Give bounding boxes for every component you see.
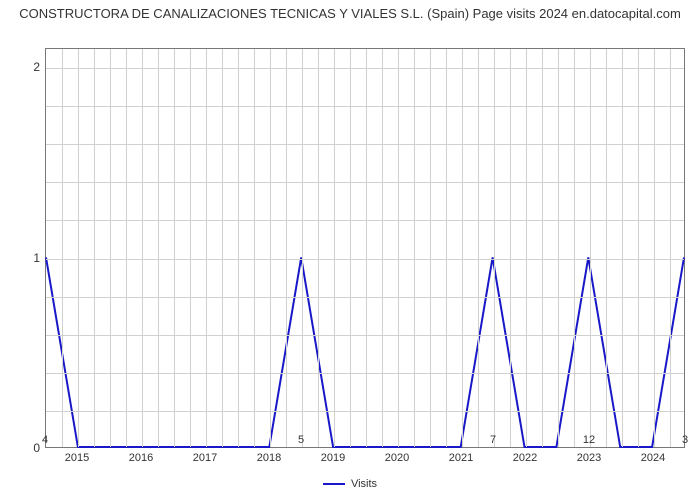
x-tick-label: 2018 [257, 452, 281, 464]
gridline-v [238, 49, 239, 447]
plot-area [45, 48, 685, 448]
legend: Visits [0, 478, 700, 490]
gridline-v [350, 49, 351, 447]
gridline-v [158, 49, 159, 447]
gridline-v [574, 49, 575, 447]
gridline-v [382, 49, 383, 447]
point-label: 12 [583, 434, 595, 446]
gridline-v [334, 49, 335, 447]
gridline-h [46, 220, 684, 221]
gridline-h [46, 106, 684, 107]
gridline-v [526, 49, 527, 447]
gridline-v [398, 49, 399, 447]
gridline-v [654, 49, 655, 447]
gridline-v [142, 49, 143, 447]
point-label: 7 [490, 434, 496, 446]
legend-label: Visits [351, 478, 377, 490]
gridline-h [46, 373, 684, 374]
gridline-v [478, 49, 479, 447]
gridline-v [494, 49, 495, 447]
gridline-v [126, 49, 127, 447]
x-tick-label: 2019 [321, 452, 345, 464]
y-tick-label: 2 [16, 60, 40, 74]
gridline-v [94, 49, 95, 447]
gridline-v [110, 49, 111, 447]
gridline-v [606, 49, 607, 447]
gridline-v [302, 49, 303, 447]
legend-swatch [323, 483, 345, 485]
gridline-v [430, 49, 431, 447]
gridline-v [318, 49, 319, 447]
gridline-h [46, 297, 684, 298]
gridline-h [46, 259, 684, 260]
chart-title: CONSTRUCTORA DE CANALIZACIONES TECNICAS … [0, 6, 700, 23]
gridline-v [670, 49, 671, 447]
point-label: 5 [298, 434, 304, 446]
gridline-v [270, 49, 271, 447]
gridline-v [542, 49, 543, 447]
gridline-v [78, 49, 79, 447]
gridline-v [254, 49, 255, 447]
gridline-h [46, 144, 684, 145]
gridline-v [366, 49, 367, 447]
y-tick-label: 0 [16, 441, 40, 455]
gridline-v [446, 49, 447, 447]
gridline-h [46, 411, 684, 412]
gridline-v [510, 49, 511, 447]
gridline-v [558, 49, 559, 447]
gridline-v [62, 49, 63, 447]
gridline-h [46, 335, 684, 336]
gridline-v [174, 49, 175, 447]
point-label: 3 [682, 434, 688, 446]
x-tick-label: 2016 [129, 452, 153, 464]
x-tick-label: 2021 [449, 452, 473, 464]
x-tick-label: 2024 [641, 452, 665, 464]
gridline-v [622, 49, 623, 447]
x-tick-label: 2020 [385, 452, 409, 464]
chart-container: CONSTRUCTORA DE CANALIZACIONES TECNICAS … [0, 0, 700, 500]
x-tick-label: 2017 [193, 452, 217, 464]
y-tick-label: 1 [16, 251, 40, 265]
gridline-v [190, 49, 191, 447]
gridline-v [414, 49, 415, 447]
gridline-v [590, 49, 591, 447]
gridline-v [462, 49, 463, 447]
gridline-h [46, 68, 684, 69]
point-label: 4 [42, 434, 48, 446]
gridline-h [46, 182, 684, 183]
gridline-v [222, 49, 223, 447]
x-tick-label: 2023 [577, 452, 601, 464]
x-tick-label: 2015 [65, 452, 89, 464]
gridline-v [286, 49, 287, 447]
x-tick-label: 2022 [513, 452, 537, 464]
gridline-v [638, 49, 639, 447]
gridline-v [206, 49, 207, 447]
